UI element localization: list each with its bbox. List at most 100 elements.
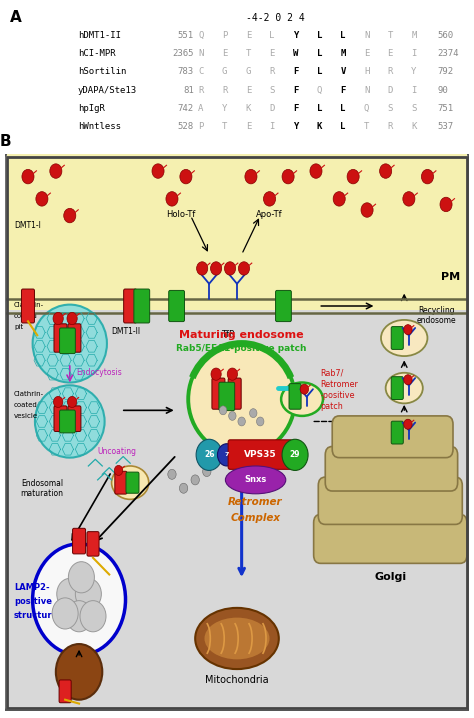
Circle shape — [227, 368, 237, 381]
Text: Golgi: Golgi — [374, 572, 406, 582]
FancyBboxPatch shape — [325, 447, 457, 491]
FancyBboxPatch shape — [212, 378, 225, 409]
Ellipse shape — [195, 608, 279, 669]
Text: E: E — [388, 49, 393, 58]
Ellipse shape — [204, 617, 270, 659]
Circle shape — [166, 192, 178, 206]
Text: F: F — [340, 85, 346, 95]
Text: vesicle: vesicle — [14, 413, 38, 419]
Circle shape — [404, 419, 412, 429]
FancyBboxPatch shape — [126, 472, 139, 493]
Text: DMT1-I: DMT1-I — [14, 221, 41, 230]
FancyBboxPatch shape — [59, 680, 71, 703]
Circle shape — [225, 262, 236, 275]
FancyBboxPatch shape — [54, 324, 67, 353]
Text: Clathrin-: Clathrin- — [14, 391, 44, 397]
Circle shape — [66, 601, 92, 632]
Ellipse shape — [281, 383, 323, 416]
Text: 2374: 2374 — [437, 49, 459, 58]
Text: Uncoating: Uncoating — [98, 447, 137, 455]
Text: E: E — [222, 49, 228, 58]
Text: F: F — [293, 85, 298, 95]
Circle shape — [168, 470, 176, 480]
Circle shape — [238, 417, 246, 426]
Circle shape — [50, 164, 62, 178]
Text: Apo-Tf: Apo-Tf — [256, 210, 283, 219]
Circle shape — [114, 465, 123, 475]
Text: T: T — [246, 49, 251, 58]
FancyBboxPatch shape — [54, 406, 67, 432]
FancyBboxPatch shape — [391, 377, 403, 399]
Circle shape — [440, 197, 452, 212]
Text: positive: positive — [14, 597, 52, 606]
Circle shape — [282, 169, 294, 184]
Circle shape — [421, 169, 434, 184]
Text: Q: Q — [317, 85, 322, 95]
Text: T: T — [222, 122, 228, 131]
Text: TfR: TfR — [221, 330, 235, 339]
Text: E: E — [364, 49, 369, 58]
Text: Y: Y — [293, 31, 298, 40]
FancyBboxPatch shape — [115, 471, 127, 494]
Text: 537: 537 — [437, 122, 453, 131]
Circle shape — [361, 202, 373, 218]
Text: A: A — [9, 10, 21, 25]
Text: ?: ? — [353, 418, 360, 431]
FancyBboxPatch shape — [169, 290, 184, 322]
Text: R: R — [198, 85, 204, 95]
Circle shape — [219, 406, 227, 415]
Text: K: K — [411, 122, 417, 131]
Ellipse shape — [35, 386, 105, 457]
Text: I: I — [269, 122, 274, 131]
Text: F: F — [293, 104, 298, 113]
Circle shape — [22, 169, 34, 184]
Text: M: M — [340, 49, 346, 58]
Text: hSortilin: hSortilin — [78, 67, 126, 76]
Circle shape — [404, 375, 412, 385]
Text: I: I — [411, 49, 417, 58]
Ellipse shape — [381, 320, 428, 356]
Circle shape — [238, 262, 249, 275]
Text: S: S — [269, 85, 274, 95]
Text: W: W — [293, 49, 298, 58]
FancyBboxPatch shape — [391, 327, 403, 350]
Circle shape — [64, 208, 76, 223]
Text: 7: 7 — [225, 452, 229, 457]
Text: E: E — [269, 49, 274, 58]
Text: hDMT1-II: hDMT1-II — [78, 31, 121, 40]
Text: N: N — [364, 85, 369, 95]
FancyBboxPatch shape — [60, 328, 75, 353]
Text: Retromer: Retromer — [228, 497, 283, 507]
Text: Retromer: Retromer — [320, 380, 358, 388]
FancyBboxPatch shape — [87, 531, 99, 556]
Circle shape — [310, 164, 322, 178]
Text: Y: Y — [222, 104, 228, 113]
Ellipse shape — [33, 304, 107, 383]
Text: Snxs: Snxs — [245, 475, 267, 485]
Text: Q: Q — [364, 104, 369, 113]
Circle shape — [67, 396, 77, 408]
FancyBboxPatch shape — [5, 154, 469, 711]
Circle shape — [256, 417, 264, 426]
FancyBboxPatch shape — [134, 289, 150, 323]
Text: R: R — [388, 122, 393, 131]
Circle shape — [211, 368, 221, 381]
FancyBboxPatch shape — [391, 421, 403, 444]
Circle shape — [264, 192, 275, 206]
FancyBboxPatch shape — [332, 416, 453, 457]
Text: -4-2 0 2 4: -4-2 0 2 4 — [246, 13, 305, 23]
FancyBboxPatch shape — [124, 289, 137, 323]
Circle shape — [53, 312, 63, 325]
Ellipse shape — [226, 466, 286, 494]
Text: L: L — [340, 122, 346, 131]
FancyBboxPatch shape — [60, 410, 75, 433]
Text: pit: pit — [14, 324, 23, 330]
Circle shape — [380, 164, 392, 178]
Text: L: L — [340, 31, 346, 40]
Text: 751: 751 — [437, 104, 453, 113]
Circle shape — [197, 262, 208, 275]
Circle shape — [245, 169, 257, 184]
Circle shape — [218, 444, 236, 466]
Text: 81: 81 — [183, 85, 194, 95]
Text: 742: 742 — [178, 104, 194, 113]
